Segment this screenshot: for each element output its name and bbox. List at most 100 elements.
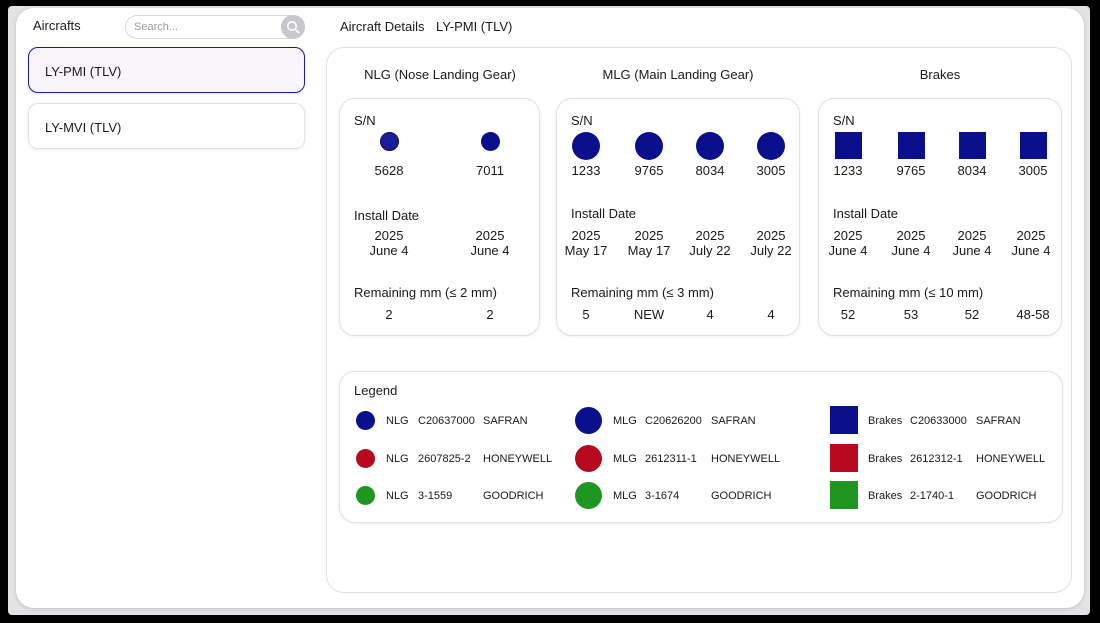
brakes-sn-3: 8034 bbox=[957, 163, 987, 178]
mlg-install-label: Install Date bbox=[571, 206, 637, 221]
legend-nlg-goodrich-swatch bbox=[356, 486, 375, 505]
mlg-date-2: May 17 bbox=[627, 243, 671, 258]
legend-mlg-safran-type: MLG bbox=[613, 415, 637, 427]
mlg-title: MLG (Main Landing Gear) bbox=[602, 67, 754, 82]
legend-nlg-safran-maker: SAFRAN bbox=[483, 415, 528, 427]
nlg-date-1: June 4 bbox=[369, 243, 409, 258]
brakes-remaining-2: 53 bbox=[903, 307, 919, 322]
nlg-card bbox=[339, 98, 540, 336]
mlg-remaining-4: 4 bbox=[767, 307, 775, 322]
mlg-date-4: July 22 bbox=[750, 243, 792, 258]
brakes-remaining-1: 52 bbox=[840, 307, 856, 322]
legend-brakes-goodrich-type: Brakes bbox=[868, 490, 903, 502]
legend-nlg-goodrich-type: NLG bbox=[386, 490, 409, 502]
nlg-year-2: 2025 bbox=[475, 228, 505, 243]
brakes-year-1: 2025 bbox=[833, 228, 863, 243]
legend-brakes-safran-maker: SAFRAN bbox=[976, 415, 1021, 427]
mlg-remaining-1: 5 bbox=[582, 307, 590, 322]
brakes-install-label: Install Date bbox=[833, 206, 899, 221]
legend-brakes-goodrich-maker: GOODRICH bbox=[976, 490, 1037, 502]
nlg-year-1: 2025 bbox=[374, 228, 404, 243]
legend-brakes-honeywell-part: 2612312-1 bbox=[910, 453, 963, 465]
legend-mlg-goodrich-part: 3-1674 bbox=[645, 490, 680, 502]
mlg-year-1: 2025 bbox=[571, 228, 601, 243]
search-input[interactable] bbox=[134, 19, 274, 35]
legend-mlg-honeywell-type: MLG bbox=[613, 453, 637, 465]
search-button[interactable] bbox=[281, 15, 305, 39]
legend-nlg-goodrich-part: 3-1559 bbox=[418, 490, 453, 502]
legend-nlg-goodrich-maker: GOODRICH bbox=[483, 490, 544, 502]
brakes-date-4: June 4 bbox=[1011, 243, 1051, 258]
brakes-sn-4: 3005 bbox=[1018, 163, 1048, 178]
mlg-sn-3: 8034 bbox=[695, 163, 725, 178]
brakes-year-4: 2025 bbox=[1016, 228, 1046, 243]
brakes-remaining-3: 52 bbox=[964, 307, 980, 322]
mlg-sn-2: 9765 bbox=[634, 163, 664, 178]
brakes-date-1: June 4 bbox=[828, 243, 868, 258]
nlg-install-label: Install Date bbox=[354, 208, 420, 223]
legend-mlg-safran-part: C20626200 bbox=[645, 415, 702, 427]
nlg-sn-2: 7011 bbox=[476, 163, 504, 178]
legend-nlg-honeywell-type: NLG bbox=[386, 453, 409, 465]
mlg-date-1: May 17 bbox=[564, 243, 608, 258]
nlg-sn-1: 5628 bbox=[374, 163, 404, 178]
brakes-date-2: June 4 bbox=[891, 243, 931, 258]
legend-mlg-goodrich-type: MLG bbox=[613, 490, 637, 502]
mlg-year-3: 2025 bbox=[695, 228, 725, 243]
aircraft-item-ly-pmi[interactable]: LY-PMI (TLV) bbox=[28, 47, 305, 93]
legend-nlg-safran-swatch bbox=[356, 411, 375, 430]
brakes-year-3: 2025 bbox=[957, 228, 987, 243]
legend-mlg-goodrich-maker: GOODRICH bbox=[711, 490, 772, 502]
legend-nlg-honeywell-swatch bbox=[356, 449, 375, 468]
mlg-wheel-2-marker[interactable] bbox=[635, 132, 663, 160]
legend-nlg-honeywell-part: 2607825-2 bbox=[418, 453, 471, 465]
brakes-remaining-4: 48-58 bbox=[1016, 307, 1050, 322]
aircraft-item-ly-mvi[interactable]: LY-MVI (TLV) bbox=[28, 103, 305, 149]
search-icon bbox=[287, 21, 300, 34]
nlg-remaining-2: 2 bbox=[486, 307, 494, 322]
nlg-remaining-label: Remaining mm (≤ 2 mm) bbox=[354, 285, 497, 300]
mlg-year-4: 2025 bbox=[756, 228, 786, 243]
brakes-sn-2: 9765 bbox=[896, 163, 926, 178]
details-aircraft-value: LY-PMI (TLV) bbox=[436, 19, 513, 34]
legend-title: Legend bbox=[354, 383, 398, 398]
nlg-title: NLG (Nose Landing Gear) bbox=[364, 67, 516, 82]
mlg-sn-1: 1233 bbox=[571, 163, 601, 178]
mlg-wheel-3-marker[interactable] bbox=[696, 132, 724, 160]
nlg-date-2: June 4 bbox=[470, 243, 510, 258]
aircraft-item-label: LY-MVI (TLV) bbox=[45, 120, 122, 135]
search-box bbox=[125, 15, 305, 39]
legend-mlg-honeywell-maker: HONEYWELL bbox=[711, 453, 781, 465]
legend-brakes-safran-swatch bbox=[830, 406, 858, 434]
mlg-sn-label: S/N bbox=[571, 113, 593, 128]
legend-mlg-safran-swatch bbox=[575, 407, 602, 434]
brake-2-marker[interactable] bbox=[898, 132, 925, 159]
mlg-remaining-2: NEW bbox=[633, 307, 665, 322]
legend-brakes-honeywell-swatch bbox=[830, 444, 858, 472]
legend-brakes-honeywell-maker: HONEYWELL bbox=[976, 453, 1046, 465]
mlg-wheel-1-marker[interactable] bbox=[572, 132, 600, 160]
nlg-wheel-2-marker[interactable] bbox=[481, 132, 500, 151]
legend-mlg-goodrich-swatch bbox=[575, 482, 602, 509]
brake-4-marker[interactable] bbox=[1020, 132, 1047, 159]
brake-3-marker[interactable] bbox=[959, 132, 986, 159]
mlg-remaining-3: 4 bbox=[706, 307, 714, 322]
brakes-remaining-label: Remaining mm (≤ 10 mm) bbox=[833, 285, 984, 300]
brakes-year-2: 2025 bbox=[896, 228, 926, 243]
sidebar-title: Aircrafts bbox=[33, 18, 81, 33]
mlg-sn-4: 3005 bbox=[756, 163, 786, 178]
nlg-wheel-1-marker[interactable] bbox=[380, 132, 399, 151]
legend-brakes-safran-part: C20633000 bbox=[910, 415, 967, 427]
nlg-remaining-1: 2 bbox=[385, 307, 393, 322]
mlg-date-3: July 22 bbox=[689, 243, 731, 258]
brake-1-marker[interactable] bbox=[835, 132, 862, 159]
mlg-remaining-label: Remaining mm (≤ 3 mm) bbox=[571, 285, 714, 300]
legend-nlg-safran-type: NLG bbox=[386, 415, 409, 427]
legend-mlg-honeywell-swatch bbox=[575, 445, 602, 472]
mlg-wheel-4-marker[interactable] bbox=[757, 132, 785, 160]
brakes-sn-1: 1233 bbox=[833, 163, 863, 178]
legend-card bbox=[339, 371, 1063, 523]
details-label: Aircraft Details bbox=[340, 19, 425, 34]
brakes-date-3: June 4 bbox=[952, 243, 992, 258]
aircraft-item-label: LY-PMI (TLV) bbox=[45, 64, 122, 79]
